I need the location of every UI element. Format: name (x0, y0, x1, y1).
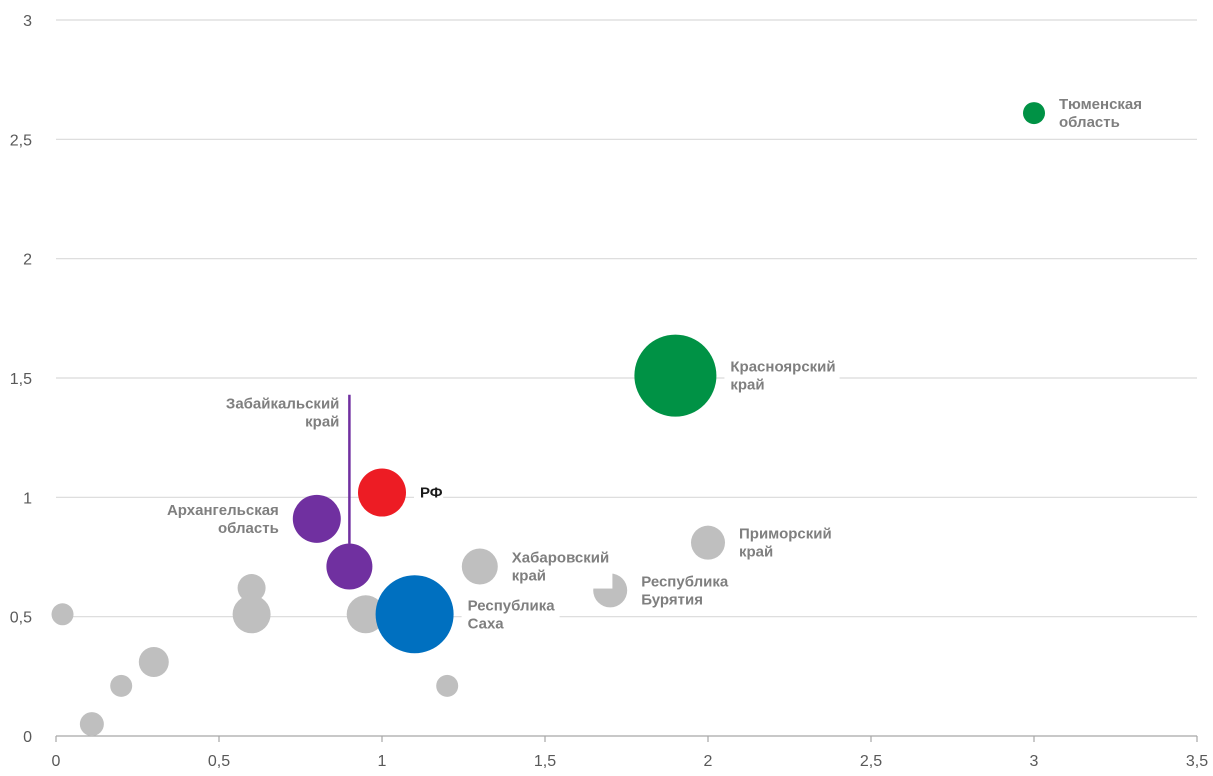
points-layer (51, 102, 1045, 737)
data-point-gray (51, 603, 74, 626)
point-label: Приморский (739, 526, 832, 543)
data-point-red (358, 468, 406, 517)
y-tick-label: 2 (23, 252, 32, 269)
x-tick-label: 0,5 (208, 753, 230, 770)
data-point-gray (232, 595, 271, 634)
y-tick-label: 0 (23, 729, 32, 746)
data-point-gray (461, 548, 498, 585)
data-point-green (634, 334, 717, 417)
x-tick-label: 1 (378, 753, 387, 770)
point-label: РФ (420, 485, 443, 502)
grid-layer (56, 19, 1197, 618)
x-tick-label: 2,5 (860, 753, 882, 770)
label-background (635, 570, 734, 613)
point-label: Хабаровский (512, 550, 609, 567)
y-tick-label: 1,5 (10, 371, 32, 388)
point-label: Архангельская (167, 502, 279, 519)
y-tick-label: 3 (23, 13, 32, 30)
label-background (724, 355, 840, 398)
data-point-purple (292, 494, 341, 543)
y-tick-label: 0,5 (10, 610, 32, 627)
data-point-purple (326, 543, 373, 590)
point-label: Республика (468, 597, 556, 614)
point-label: Забайкальский (226, 396, 339, 413)
point-label: Красноярский (730, 359, 835, 376)
point-label: край (739, 544, 773, 561)
x-tick-label: 1,5 (534, 753, 556, 770)
label-background (733, 522, 831, 565)
label-background (221, 392, 346, 435)
label-background (1053, 93, 1143, 136)
label-background (161, 498, 285, 541)
data-point-gray (138, 647, 169, 678)
x-tick-label: 3 (1030, 753, 1039, 770)
data-point-blue (375, 575, 454, 654)
point-label: край (730, 377, 764, 394)
label-background (505, 546, 613, 589)
point-label: область (1059, 114, 1120, 131)
data-point-gray (346, 595, 385, 634)
label-background (414, 481, 444, 506)
point-label: край (512, 568, 546, 585)
label-background (461, 594, 560, 637)
point-label: область (218, 520, 279, 537)
y-tick-label: 1 (23, 490, 32, 507)
x-tick-label: 3,5 (1186, 753, 1208, 770)
data-point-gray (237, 574, 266, 603)
y-tick-label: 2,5 (10, 132, 32, 149)
data-point-gray (110, 674, 133, 697)
point-label: край (305, 414, 339, 431)
axis-layer: 0 0,5 1 1,5 2 2,5 3 0 0,5 1 1,5 2 2,5 3 3,5 (10, 13, 1208, 770)
x-tick-label: 0 (52, 753, 61, 770)
point-label: Бурятия (641, 591, 703, 608)
data-point-gray (436, 674, 459, 697)
point-label: Республика (641, 573, 729, 590)
point-label: Саха (468, 615, 505, 632)
data-point-gray (79, 712, 104, 737)
point-label: Тюменская (1059, 96, 1142, 113)
data-point-gray (691, 525, 725, 560)
data-point-green (1023, 102, 1045, 125)
x-tick-label: 2 (704, 753, 713, 770)
